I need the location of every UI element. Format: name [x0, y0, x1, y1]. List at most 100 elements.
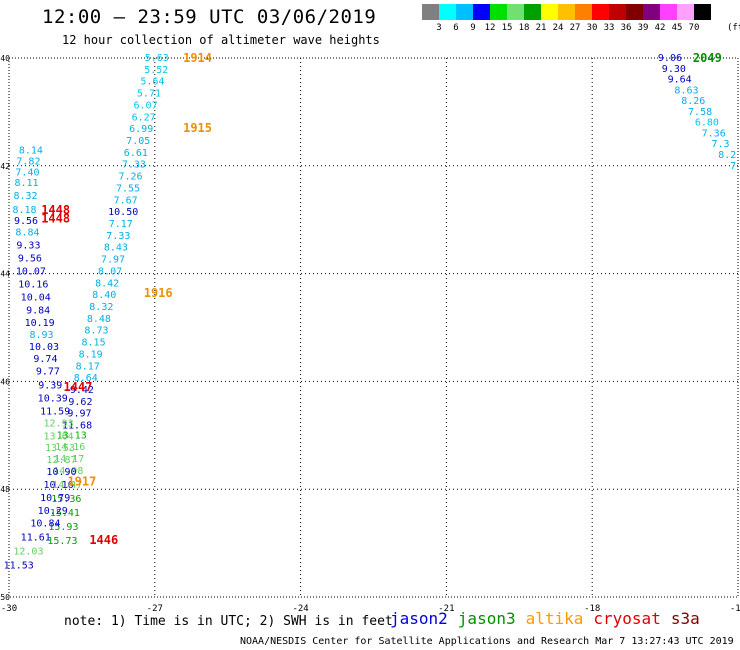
pass-time-label: 1446 — [89, 533, 118, 547]
color-scale-label: 15 — [501, 23, 513, 33]
wave-height-point: 15.93 — [48, 522, 78, 533]
wave-height-point: 14.16 — [55, 442, 85, 453]
wave-height-point: 7.82 — [16, 156, 40, 167]
color-scale-label: 39 — [637, 23, 649, 33]
wave-height-point: 8.07 — [98, 266, 122, 277]
wave-height-point: 14.47 — [52, 480, 82, 491]
wave-height-point: 10.04 — [21, 292, 51, 303]
pass-time-label: 1448 — [41, 212, 70, 226]
color-swatch — [422, 4, 439, 20]
wave-height-point: 9.30 — [662, 64, 686, 75]
wave-height-point: 7.67 — [114, 195, 138, 206]
wave-height-point: 8.93 — [30, 330, 54, 341]
color-scale-label: 3 — [436, 23, 442, 33]
wave-height-point: 8.48 — [87, 314, 111, 325]
wave-height-point: 14.17 — [54, 454, 84, 465]
x-tick-label: -27 — [147, 604, 163, 614]
pass-time-label: 1916 — [144, 286, 173, 300]
wave-height-point: 15.41 — [50, 508, 80, 519]
wave-height-point: 13.13 — [57, 430, 87, 441]
legend-entry-jason2: jason2 — [390, 609, 448, 628]
y-tick-label: -40 — [0, 54, 10, 63]
wave-height-point: 10.16 — [18, 279, 48, 290]
wave-height-point: 7 — [730, 161, 736, 172]
chart-subtitle: 12 hour collection of altimeter wave hei… — [62, 33, 380, 47]
color-swatch — [507, 4, 524, 20]
wave-height-point: 9.42 — [70, 385, 94, 396]
wave-height-point: 8.63 — [674, 85, 698, 96]
wave-height-point: 8.42 — [95, 278, 119, 289]
legend-entry-cryosat: cryosat — [593, 609, 661, 628]
wave-height-point: 10.29 — [38, 506, 68, 517]
color-swatch — [694, 4, 711, 20]
wave-height-point: 14.98 — [53, 466, 83, 477]
wave-height-point: 5.71 — [137, 89, 161, 100]
wave-height-point: 8.64 — [74, 373, 98, 384]
wave-height-point: 10.84 — [30, 519, 60, 530]
wave-height-point: 7.36 — [702, 128, 726, 139]
wave-height-point: 7.33 — [122, 160, 146, 171]
wave-height-point: 12.87 — [46, 455, 76, 466]
wave-height-point: 10.07 — [16, 266, 46, 277]
color-swatch — [439, 4, 456, 20]
pass-time-label: 1917 — [67, 475, 96, 489]
wave-height-point: 13.64 — [44, 431, 74, 442]
wave-height-point: 9.62 — [68, 397, 92, 408]
wave-height-point: 8.73 — [84, 326, 108, 337]
wave-height-point: 8.11 — [14, 178, 38, 189]
wave-height-point: 9.74 — [33, 354, 57, 365]
wave-height-point: 5.63 — [145, 53, 169, 64]
color-swatch — [609, 4, 626, 20]
wave-height-point: 7.05 — [126, 136, 150, 147]
wave-height-point: 7.33 — [106, 231, 130, 242]
wave-height-point: 12.93 — [44, 418, 74, 429]
legend-entry-jason3: jason3 — [457, 609, 516, 628]
pass-time-label: 1914 — [183, 51, 212, 65]
color-swatch — [677, 4, 694, 20]
color-swatch — [473, 4, 490, 20]
color-swatch — [660, 4, 677, 20]
color-scale-label: 42 — [654, 23, 666, 33]
color-scale-label: 30 — [586, 23, 598, 33]
wave-height-point: 5.52 — [144, 65, 168, 76]
color-swatch — [490, 4, 507, 20]
wave-height-point: 6.27 — [132, 112, 156, 123]
color-swatch — [575, 4, 592, 20]
pass-time-label: 1447 — [64, 380, 93, 394]
wave-height-point: 8.32 — [89, 302, 113, 313]
color-scale-label: 33 — [603, 23, 615, 33]
x-tick-label: -15 — [730, 604, 740, 614]
wave-height-point: 9.84 — [26, 305, 50, 316]
wave-height-point: 8.32 — [13, 191, 37, 202]
wave-height-point: 10.03 — [29, 342, 59, 353]
color-scale-unit: (ft) — [727, 23, 740, 33]
legend-entry-altika: altika — [525, 609, 584, 628]
color-swatch — [456, 4, 473, 20]
wave-height-point: 7.40 — [15, 167, 39, 178]
color-scale-label: 45 — [671, 23, 683, 33]
wave-height-point: 6.80 — [695, 118, 719, 129]
wave-height-point: 6.99 — [129, 124, 153, 135]
color-scale-label: 27 — [569, 23, 581, 33]
wave-height-point: 8.19 — [79, 349, 103, 360]
pass-time-label: 1448 — [41, 203, 70, 217]
color-swatch — [592, 4, 609, 20]
wave-height-point: 9.39 — [38, 381, 62, 392]
wave-height-point: 10.19 — [25, 318, 55, 329]
wave-height-point: 10.50 — [108, 207, 138, 218]
wave-height-point: 8.84 — [15, 228, 39, 239]
wave-height-point: 9.56 — [14, 216, 38, 227]
pass-time-label: 2049 — [693, 51, 722, 65]
color-scale-label: 6 — [453, 23, 459, 33]
wave-height-point: 8.40 — [92, 290, 116, 301]
wave-height-point: 7.3 — [711, 139, 729, 150]
wave-height-point: 9.77 — [36, 367, 60, 378]
wave-height-point: 11.53 — [4, 561, 34, 572]
wave-height-point: 13.53 — [45, 443, 75, 454]
y-tick-label: -48 — [0, 485, 10, 494]
color-scale-label: 18 — [518, 23, 530, 33]
pass-time-label: 1915 — [183, 121, 212, 135]
color-swatch — [643, 4, 660, 20]
wave-height-point: 8.43 — [104, 243, 128, 254]
